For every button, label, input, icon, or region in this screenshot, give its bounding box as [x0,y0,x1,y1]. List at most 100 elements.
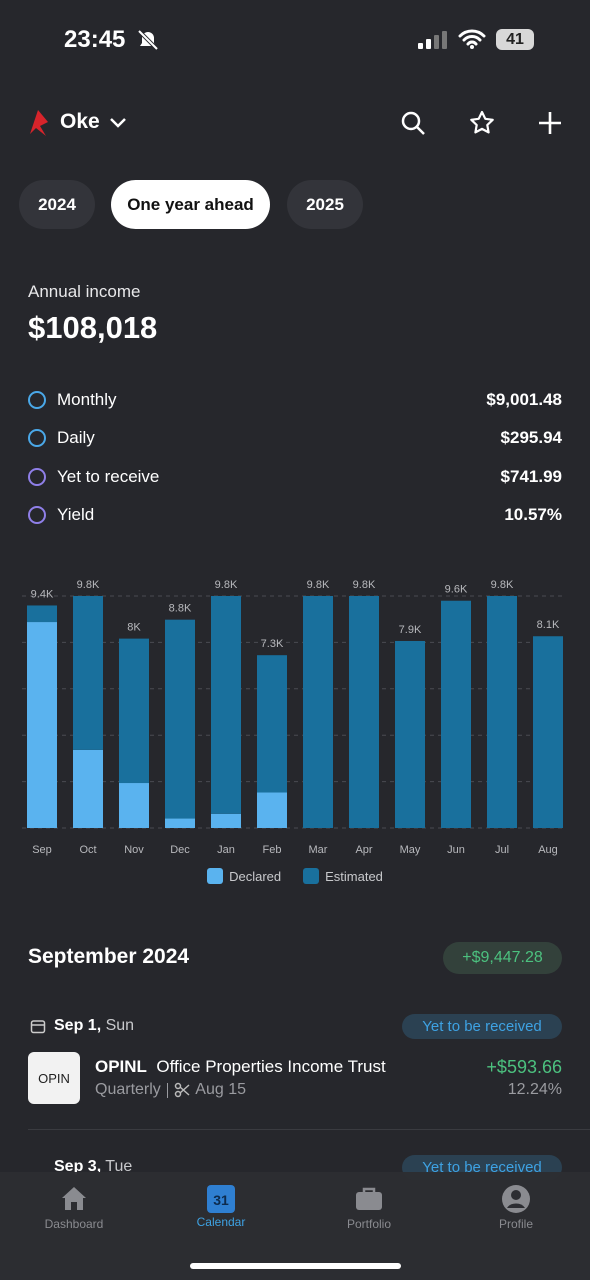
bar-segment [257,655,287,793]
tab-active[interactable]: One year ahead [111,180,270,229]
stat-label: Daily [57,428,95,447]
profile-name[interactable]: Oke [60,110,100,133]
clock: 23:45 [64,26,126,53]
bar-segment [165,619,195,819]
bar-segment [487,596,517,828]
nav-label: Dashboard [44,1217,104,1231]
day-date: Sep 3, Tue [54,1158,132,1176]
x-tick-label: Feb [263,844,282,856]
separator [166,1082,169,1098]
nav-item[interactable]: Profile [442,1172,590,1252]
battery: 41 [496,29,534,50]
x-tick-label: Apr [355,844,372,856]
nav-label: Profile [498,1217,533,1231]
weekday: Sun [105,1017,135,1034]
legend: Declared Estimated [0,868,590,884]
x-tick-label: Jun [447,844,465,856]
total-label: 9.4K [31,588,54,600]
legend-swatch [303,868,320,884]
scissors-icon [175,1082,190,1098]
bar-segment [533,636,563,828]
date: Sep 1, [54,1017,102,1034]
stat-label: Monthly [57,390,117,409]
date: Sep 3, [54,1158,102,1175]
bar-segment [211,813,241,828]
nav-label: Calendar [196,1215,246,1229]
tab-bar: Dashboard 31 Calendar Portfolio Profile [0,1172,590,1280]
stat-label: Yet to receive [57,467,160,486]
search-button[interactable] [400,110,426,136]
bar-segment [303,596,333,828]
day-date: Sep 1, Sun [54,1017,134,1035]
stat-value: 10.57% [504,505,562,524]
stat-value: $741.99 [500,467,562,486]
company-name: Office Properties Income Trust [156,1057,386,1076]
summary-value: $108,018 [28,310,158,345]
tab[interactable]: 2024 [19,180,95,229]
profile-icon [502,1185,530,1213]
income-chart: 9.4K Sep 9.8K Oct 8K Nov 8.8K Dec 9.8K Jan 7.3K Feb… [22,579,566,856]
weekday: Tue [105,1158,133,1175]
nav-item[interactable]: Dashboard [0,1172,148,1252]
nav-label: Portfolio [346,1217,392,1231]
x-tick-label: May [400,844,421,856]
stat-row: Yet to receive $741.99 [28,462,562,492]
bar-segment [119,638,149,784]
legend-item: Declared [207,868,281,884]
favorite-button[interactable] [468,109,496,137]
bar-segment [349,596,379,828]
wifi-icon [458,29,486,49]
stat-label: Yield [57,505,95,524]
stat-dot [28,506,46,524]
stat-value: $9,001.48 [486,390,562,409]
dividend-meta: Quarterly Aug 15 [95,1081,246,1099]
x-tick-label: Mar [309,844,328,856]
calendar-icon [30,1020,46,1034]
stat-dot [28,429,46,447]
stat-row: Yield 10.57% [28,500,562,530]
x-tick-label: Jul [495,844,509,856]
x-tick-label: Aug [538,844,558,856]
frequency: Quarterly [95,1081,161,1098]
total-label: 9.6K [445,584,468,596]
home-icon [62,1187,86,1210]
total-label: 9.8K [215,579,238,591]
bar-segment [27,605,57,623]
total-label: 9.8K [491,579,514,591]
total-label: 8.8K [169,603,192,615]
add-button[interactable] [536,109,564,137]
ex-date: Aug 15 [195,1081,247,1098]
dividend-title[interactable]: OPINL Office Properties Income Trust [95,1057,386,1077]
x-tick-label: Sep [32,844,52,856]
x-tick-label: Oct [79,844,96,856]
bar-segment [257,792,287,828]
stat-dot [28,468,46,486]
bar-segment [73,749,103,828]
x-tick-label: Jan [217,844,235,856]
company-logo: OPIN [28,1052,80,1104]
signal-icon [418,31,447,49]
stat-row: Monthly $9,001.48 [28,385,562,415]
section-title: September 2024 [28,945,190,968]
home-indicator [190,1263,401,1269]
total-label: 8.1K [537,619,560,631]
total-label: 7.9K [399,624,422,636]
divider [28,1129,590,1130]
stat-value: $295.94 [500,428,562,447]
nav-item-active[interactable]: 31 Calendar [147,1172,295,1252]
mute-icon [137,29,159,51]
section-total: +$9,447.28 [443,942,562,974]
total-label: 9.8K [353,579,376,591]
total-label: 7.3K [261,638,284,650]
chevron-down[interactable] [108,112,128,132]
stat-dot [28,391,46,409]
briefcase-icon [356,1187,382,1210]
status-badge: Yet to be received [402,1014,562,1039]
ticker: OPINL [95,1057,147,1076]
tab[interactable]: 2025 [287,180,363,229]
bar-segment [73,596,103,750]
bar-segment [27,622,57,828]
yield: 12.24% [507,1081,562,1098]
nav-item[interactable]: Portfolio [295,1172,443,1252]
